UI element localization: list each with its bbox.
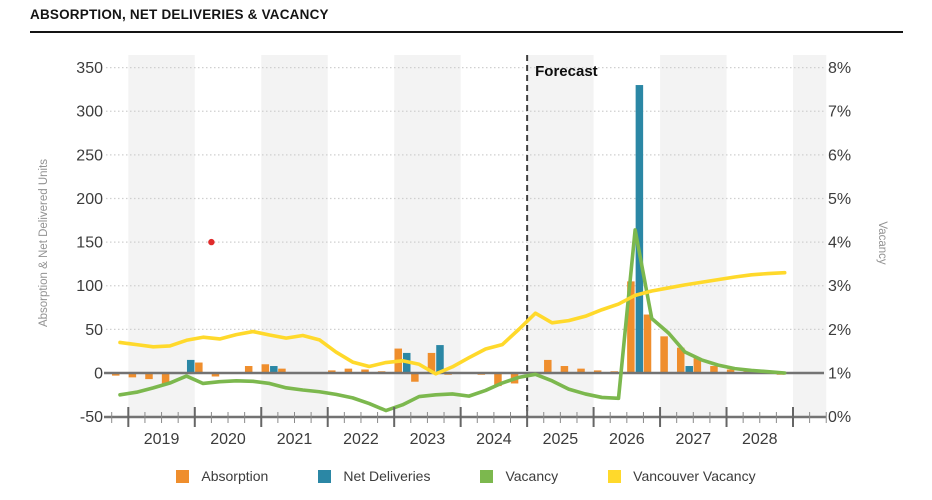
absorption-bar xyxy=(660,336,668,373)
absorption-bar xyxy=(411,373,419,382)
absorption-bar xyxy=(577,368,585,373)
legend-swatch-vancouver-vacancy xyxy=(608,469,622,483)
absorption-bar xyxy=(593,370,602,373)
left-tick-label-250: 250 xyxy=(76,147,103,164)
absorption-bar xyxy=(560,366,569,373)
right-tick-label-8%: 8% xyxy=(828,60,851,77)
absorption-bar xyxy=(676,347,685,373)
vancouver-vacancy-line xyxy=(118,270,787,376)
legend-label-vancouver-vacancy: Vancouver Vacancy xyxy=(633,468,756,484)
net-deliveries-bar xyxy=(436,345,444,373)
absorption-bar xyxy=(361,369,369,373)
net-deliveries-bar xyxy=(635,85,644,374)
left-tick-label-50: 50 xyxy=(85,322,103,339)
chart-legend: Absorption Net Deliveries Vacancy Vancouver… xyxy=(0,468,932,484)
year-label-2022: 2022 xyxy=(343,431,379,448)
right-tick-label-7%: 7% xyxy=(828,104,851,121)
absorption-bar xyxy=(195,362,203,373)
legend-label-absorption: Absorption xyxy=(201,468,269,484)
right-tick-label-5%: 5% xyxy=(828,191,851,208)
absorption-bar xyxy=(161,373,170,385)
year-label-2026: 2026 xyxy=(609,431,645,448)
left-tick-label-200: 200 xyxy=(76,191,103,208)
net-deliveries-bar xyxy=(270,366,278,373)
legend-swatch-absorption xyxy=(176,469,190,483)
absorption-bar xyxy=(726,369,735,373)
absorption-bar xyxy=(627,281,635,373)
year-label-2020: 2020 xyxy=(210,431,246,448)
absorption-bar xyxy=(145,373,153,380)
year-band-2027 xyxy=(660,55,727,417)
legend-item-net-deliveries: Net Deliveries xyxy=(318,468,430,484)
absorption-bar xyxy=(344,368,353,373)
absorption-bar xyxy=(261,364,270,373)
right-tick-label-4%: 4% xyxy=(828,235,851,252)
report-header: ABSORPTION, NET DELIVERIES & VACANCY xyxy=(30,6,903,33)
year-label-2023: 2023 xyxy=(410,431,446,448)
legend-item-absorption: Absorption xyxy=(176,468,268,484)
absorption-bar xyxy=(112,373,120,376)
year-label-2024: 2024 xyxy=(476,431,512,448)
year-label-2025: 2025 xyxy=(543,431,579,448)
right-tick-label-1%: 1% xyxy=(828,366,851,383)
legend-item-vacancy: Vacancy xyxy=(480,468,558,484)
absorption-bar xyxy=(710,366,718,373)
left-tick-label-350: 350 xyxy=(76,60,103,77)
net-deliveries-bar xyxy=(186,359,195,373)
absorption-bar xyxy=(643,314,652,373)
right-axis-title: Vacancy xyxy=(876,221,888,265)
year-band-2021 xyxy=(261,55,328,417)
legend-swatch-net-deliveries xyxy=(318,469,332,483)
year-label-2019: 2019 xyxy=(144,431,180,448)
year-band-2025 xyxy=(527,55,594,417)
absorption-bar xyxy=(427,352,436,373)
chart-title: ABSORPTION, NET DELIVERIES & VACANCY xyxy=(30,7,329,22)
left-tick-label-100: 100 xyxy=(76,278,103,295)
forecast-label: Forecast xyxy=(535,63,598,80)
legend-label-vacancy: Vacancy xyxy=(505,468,559,484)
left-tick-label-300: 300 xyxy=(76,104,103,121)
year-label-2021: 2021 xyxy=(277,431,313,448)
absorption-bar xyxy=(544,359,552,373)
year-label-2027: 2027 xyxy=(676,431,712,448)
absorption-vacancy-chart: Forecast 2019 2020 2021 2022 2023 2024 2025 2026… xyxy=(38,55,888,448)
left-tick-label-150: 150 xyxy=(76,235,103,252)
absorption-bar xyxy=(328,370,336,373)
red-dot-marker xyxy=(208,238,215,246)
absorption-bar xyxy=(278,368,286,373)
right-tick-label-2%: 2% xyxy=(828,322,851,339)
right-tick-label-6%: 6% xyxy=(828,147,851,164)
absorption-bar xyxy=(693,358,702,373)
absorption-bar xyxy=(211,373,220,377)
legend-item-vancouver-vacancy: Vancouver Vacancy xyxy=(608,468,756,484)
year-band-2019 xyxy=(128,55,195,417)
legend-label-net-deliveries: Net Deliveries xyxy=(343,468,431,484)
absorption-bar xyxy=(244,366,253,373)
vacancy-line xyxy=(118,228,787,413)
left-tick-label-0: 0 xyxy=(94,366,103,383)
right-tick-label-3%: 3% xyxy=(828,278,851,295)
right-tick-label-0%: 0% xyxy=(828,409,851,426)
absorption-bar xyxy=(494,373,502,387)
left-axis-title: Absorption & Net Delivered Units xyxy=(38,159,50,327)
net-deliveries-bar xyxy=(685,366,693,373)
left-tick-label--50: -50 xyxy=(80,409,103,426)
legend-swatch-vacancy xyxy=(480,469,494,483)
year-label-2028: 2028 xyxy=(742,431,778,448)
absorption-bar xyxy=(128,373,137,378)
year-band-2029 xyxy=(793,55,827,417)
